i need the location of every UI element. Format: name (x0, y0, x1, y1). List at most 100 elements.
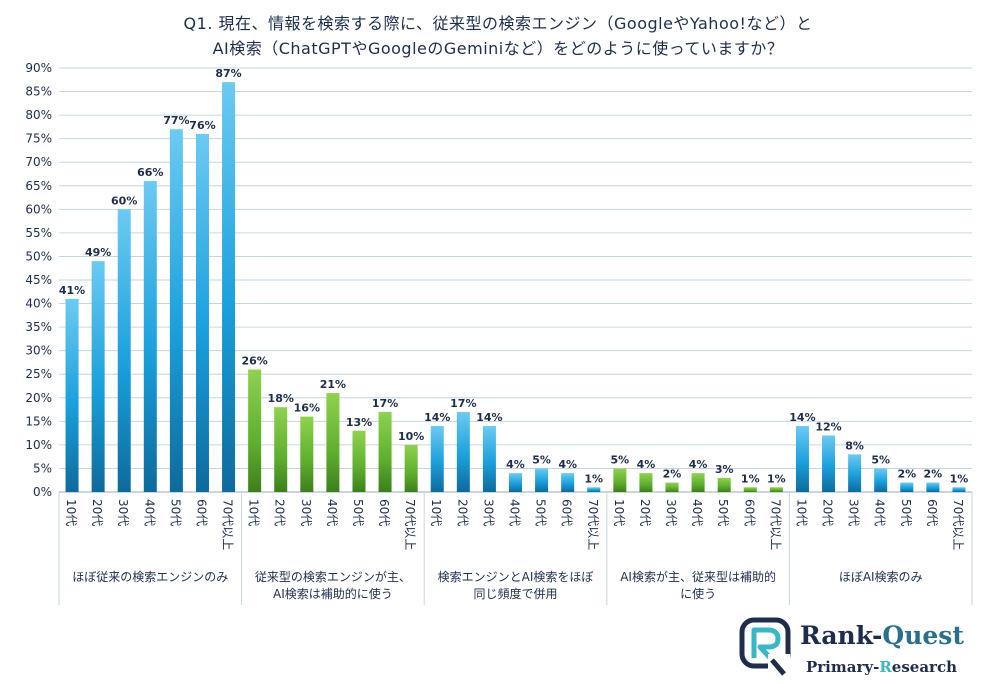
data-label: 14% (476, 411, 502, 424)
data-label: 76% (189, 119, 215, 132)
y-tick-label: 0% (33, 485, 52, 499)
group-labels: ほぼ従来の検索エンジンのみ 従来型の検索エンジンが主、 AI検索は補助的に使う 検索エ… (72, 569, 922, 601)
bar (91, 261, 105, 492)
x-tick-label: 10代 (247, 499, 261, 526)
y-tick-label: 80% (25, 108, 52, 122)
group-label: 検索エンジンとAI検索をほぼ (438, 570, 594, 584)
y-tick-label: 75% (25, 132, 52, 146)
x-tick-label: 40代 (508, 499, 522, 526)
data-label: 5% (610, 453, 629, 466)
bar (822, 435, 836, 492)
y-tick-label: 35% (25, 320, 52, 334)
x-tick-label: 70代以上 (768, 499, 782, 550)
y-tick-label: 25% (25, 367, 52, 381)
x-tick-label: 10代 (429, 499, 443, 526)
group-label: AI検索は補助的に使う (273, 586, 393, 601)
logo-subtitle-part2: R (879, 658, 892, 676)
bar (352, 430, 366, 492)
bar (222, 82, 236, 492)
x-tick-label: 60代 (925, 499, 939, 526)
bar (561, 473, 575, 492)
bar (535, 468, 549, 492)
x-tick-label: 60代 (742, 499, 756, 526)
bar (169, 129, 183, 492)
data-label: 41% (59, 284, 85, 297)
chart-title-line-2: AI検索（ChatGPTやGoogleのGeminiなど）をどのように使っていま… (212, 39, 784, 58)
x-tick-label: 60代 (194, 499, 208, 526)
data-label: 10% (398, 430, 424, 443)
data-label: 18% (268, 392, 294, 405)
data-label: 13% (346, 416, 372, 429)
data-label: 77% (163, 114, 189, 127)
logo-name-part2: Quest (882, 621, 964, 650)
data-label: 1% (767, 472, 786, 485)
y-tick-label: 5% (33, 461, 52, 475)
bar (378, 411, 392, 492)
bar (717, 477, 731, 492)
x-tick-label: 20代 (638, 499, 652, 526)
x-tick-label: 40代 (873, 499, 887, 526)
data-label: 16% (294, 402, 320, 415)
x-tick-label: 40代 (325, 499, 339, 526)
bar (509, 473, 522, 492)
x-tick-label: 50代 (168, 499, 182, 526)
data-label: 21% (320, 378, 346, 391)
rank-quest-logo: Rank-Quest Primary-Research (739, 617, 964, 676)
y-tick-label: 70% (25, 155, 52, 169)
x-tick-label: 30代 (847, 499, 861, 526)
bar (482, 426, 496, 492)
x-tick-label: 20代 (90, 499, 104, 526)
group-label: 従来型の検索エンジンが主、 (255, 569, 411, 584)
x-tick-label: 50代 (716, 499, 730, 526)
bar (613, 468, 627, 492)
y-tick-label: 40% (25, 297, 52, 311)
x-tick-label: 30代 (299, 499, 313, 526)
y-tick-label: 10% (25, 438, 52, 452)
x-axis-labels: 10代 20代 30代 40代 50代 60代 70代以上 10代 20代 30代 40代 50代 60… (64, 499, 965, 550)
y-tick-label: 85% (25, 85, 52, 99)
data-label: 2% (897, 468, 916, 481)
data-label: 60% (111, 194, 137, 207)
data-label: 4% (558, 458, 577, 471)
data-label: 4% (689, 458, 708, 471)
data-label: 17% (372, 397, 398, 410)
bar (691, 473, 705, 492)
bar (430, 426, 444, 492)
group-label: ほぼ従来の検索エンジンのみ (72, 570, 228, 584)
x-tick-label: 20代 (273, 499, 287, 526)
x-tick-label: 70代以上 (221, 499, 235, 550)
bar (743, 487, 757, 492)
bar (900, 482, 914, 492)
bars: 41%49%60%66%77% 76%87%26%18%16%21%13%17%1… (59, 67, 969, 493)
x-tick-label: 60代 (560, 499, 574, 526)
bar (639, 473, 653, 492)
x-tick-label: 40代 (142, 499, 156, 526)
chart-title-line-1: Q1. 現在、情報を検索する際に、従来型の検索エンジン（GoogleやYahoo… (183, 14, 813, 33)
bar (404, 444, 418, 492)
data-label: 49% (85, 246, 111, 259)
bar (665, 482, 679, 492)
x-tick-label: 10代 (64, 499, 78, 526)
bar (952, 487, 966, 492)
y-tick-label: 50% (25, 249, 52, 263)
logo-subtitle-part3: esearch (892, 658, 957, 676)
logo-subtitle-part1: Primary- (806, 658, 879, 676)
data-label: 5% (532, 453, 551, 466)
y-tick-label: 65% (25, 179, 52, 193)
x-tick-label: 40代 (690, 499, 704, 526)
data-label: 1% (950, 472, 969, 485)
data-label: 26% (241, 355, 267, 368)
logo-name-part1: Rank- (800, 621, 882, 650)
x-tick-label: 30代 (481, 499, 495, 526)
group-label: 同じ頻度で併用 (473, 586, 557, 601)
x-tick-label: 70代以上 (951, 499, 965, 550)
y-tick-label: 20% (25, 391, 52, 405)
y-tick-label: 15% (25, 414, 52, 428)
group-label: ほぼAI検索のみ (839, 570, 923, 584)
rank-quest-emblem-icon (739, 617, 791, 676)
group-label: AI検索が主、従来型は補助的 (620, 569, 776, 584)
bar (195, 133, 209, 492)
bar (874, 468, 888, 492)
group-label: に使う (680, 586, 716, 601)
